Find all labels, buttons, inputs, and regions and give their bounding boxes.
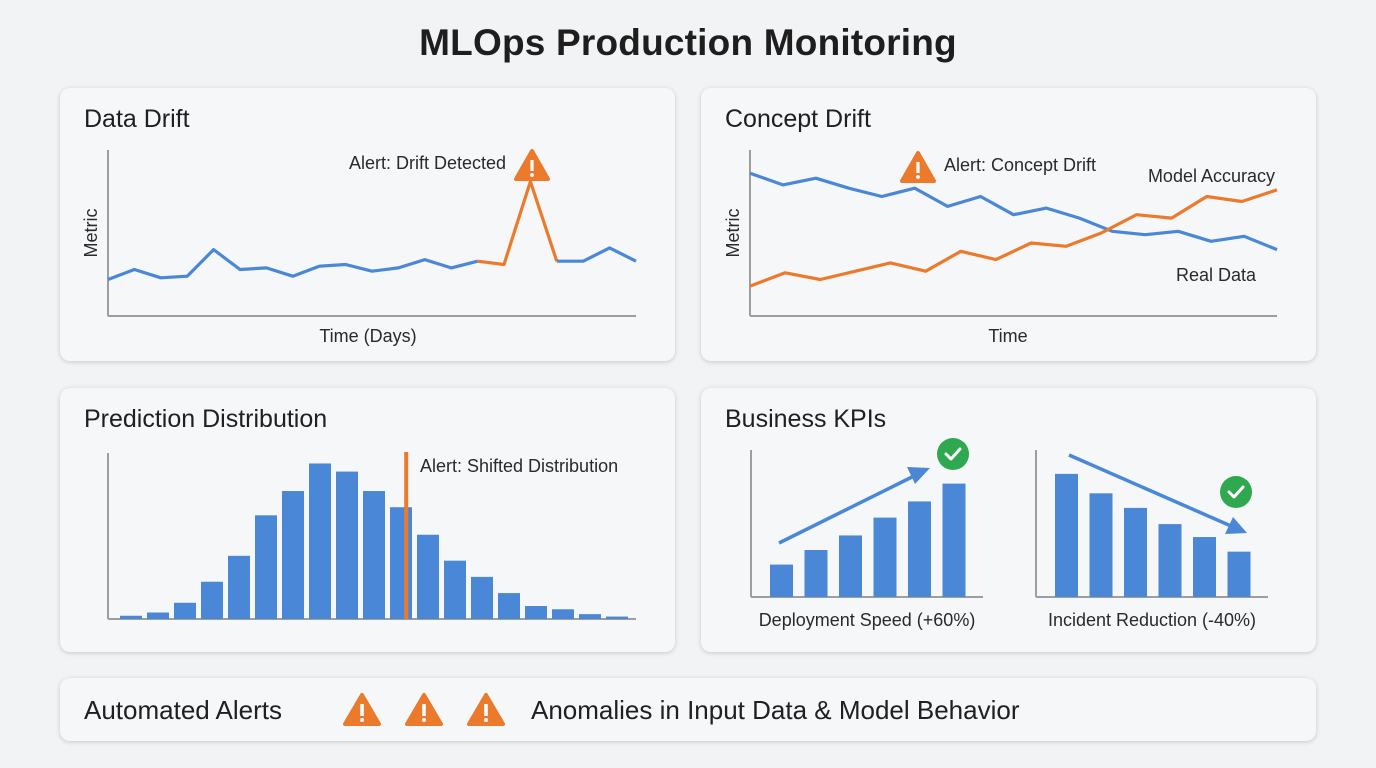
distribution-bar (579, 614, 601, 619)
distribution-bar (417, 534, 439, 619)
concept-drift-chart: Time Metric Alert: Concept Drift Model A… (723, 150, 1278, 346)
deployment-speed-bar (804, 550, 828, 597)
model-accuracy-line (749, 171, 1278, 252)
business-kpis-card: Deployment Speed (+60%) Incident Reducti… (701, 388, 1316, 652)
y-axis-label: Metric (723, 209, 743, 258)
warning-triangle-icon (405, 693, 443, 726)
page-title: MLOps Production Monitoring (419, 22, 957, 63)
distribution-bar (363, 491, 385, 619)
distribution-bar (309, 463, 331, 619)
automated-alerts-bar: Automated Alerts Anomalies in Input Data… (60, 678, 1316, 741)
incident-reduction-bar (1089, 493, 1113, 597)
drift-series-line (107, 248, 478, 281)
check-circle-icon (1220, 476, 1252, 508)
incident-reduction-bar (1158, 524, 1182, 597)
card-title: Data Drift (84, 105, 190, 133)
distribution-bar (174, 602, 196, 619)
distribution-bar (390, 507, 412, 619)
data-drift-chart: Time (Days) Metric Alert: Drift Detected (81, 149, 637, 346)
shift-alert-label: Alert: Shifted Distribution (420, 456, 618, 476)
alerts-message: Anomalies in Input Data & Model Behavior (531, 695, 1020, 725)
distribution-bar (282, 491, 304, 619)
distribution-bar (525, 606, 547, 619)
series-label-model-accuracy: Model Accuracy (1148, 166, 1275, 186)
incident-reduction-bar (1227, 551, 1251, 597)
distribution-bar (471, 576, 493, 619)
incident-reduction-bar (1124, 507, 1147, 597)
alerts-label: Automated Alerts (84, 695, 282, 725)
deployment-speed-bar (770, 564, 793, 597)
distribution-bar (201, 581, 223, 619)
drift-alert-label: Alert: Drift Detected (349, 153, 506, 173)
distribution-bar (606, 616, 628, 619)
warning-triangle-icon (514, 149, 550, 181)
card-title: Business KPIs (725, 405, 887, 433)
data-drift-card: Time (Days) Metric Alert: Drift Detected… (60, 88, 675, 361)
warning-triangle-icon (900, 151, 936, 183)
prediction-distribution-chart: Alert: Shifted Distribution (107, 452, 636, 620)
real-data-line (749, 188, 1278, 288)
card-title: Prediction Distribution (84, 405, 328, 433)
arrow-up-right-icon (778, 467, 930, 545)
distribution-bar (255, 515, 277, 619)
distribution-bar (336, 471, 358, 619)
distribution-bar (228, 555, 250, 619)
distribution-bar (120, 615, 142, 619)
concept-drift-card: Time Metric Alert: Concept Drift Model A… (701, 88, 1316, 361)
deployment-speed-bar (839, 535, 862, 597)
y-axis-label: Metric (81, 209, 101, 258)
distribution-bar (552, 609, 574, 619)
concept-alert-label: Alert: Concept Drift (944, 155, 1096, 175)
deployment-speed-bar (942, 483, 966, 597)
drift-spike-line (477, 179, 559, 267)
x-axis-label: Time (988, 326, 1027, 346)
card-title: Concept Drift (725, 105, 871, 133)
drift-series-line (556, 246, 637, 263)
automated-alerts-content: Automated Alerts Anomalies in Input Data… (84, 693, 1020, 726)
x-axis-label: Time (Days) (319, 326, 416, 346)
incident-reduction-bar (1193, 537, 1216, 597)
warning-triangle-icon (467, 693, 505, 726)
distribution-bar (147, 612, 169, 619)
incident-reduction-bar (1055, 473, 1078, 597)
distribution-bar (498, 593, 520, 619)
deployment-speed-label: Deployment Speed (+60%) (759, 610, 976, 630)
check-circle-icon (937, 438, 969, 470)
warning-triangle-icon (343, 693, 381, 726)
prediction-distribution-card: Alert: Shifted Distribution Prediction D… (60, 388, 675, 652)
deployment-speed-bar (873, 517, 897, 597)
incident-reduction-label: Incident Reduction (-40%) (1048, 610, 1256, 630)
business-kpis-chart: Deployment Speed (+60%) Incident Reducti… (750, 438, 1268, 630)
deployment-speed-bar (908, 501, 931, 597)
distribution-bar (444, 560, 466, 619)
series-label-real-data: Real Data (1176, 265, 1257, 285)
arrow-down-right-icon (1068, 453, 1247, 534)
